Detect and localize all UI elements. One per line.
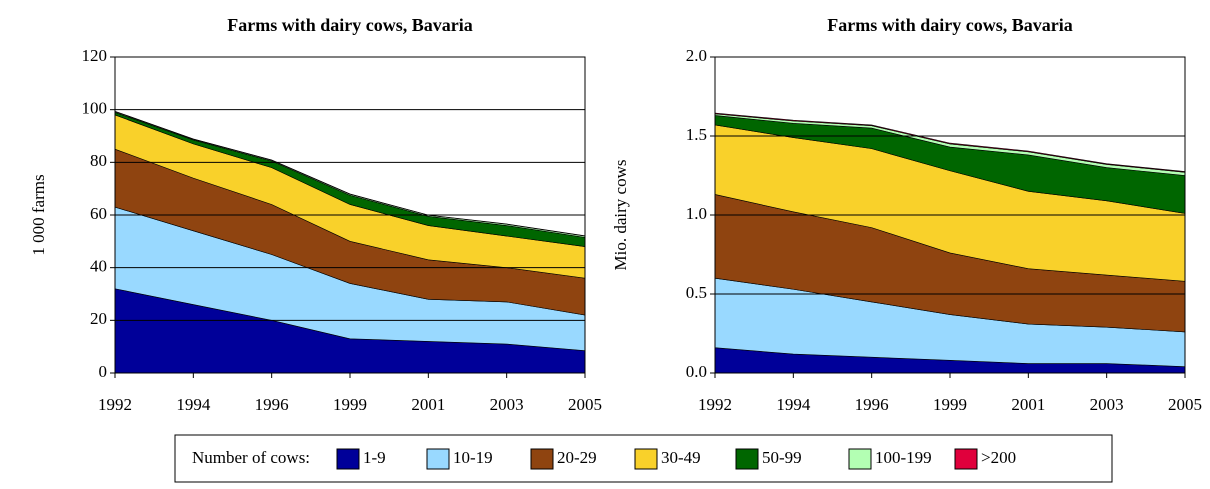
y-axis-label: Mio. dairy cows xyxy=(611,160,630,271)
y-tick-label: 120 xyxy=(82,46,108,65)
x-tick-label: 2005 xyxy=(568,395,602,414)
y-tick-label: 2.0 xyxy=(686,46,707,65)
x-tick-label: 1996 xyxy=(855,395,889,414)
x-tick-label: 1999 xyxy=(333,395,367,414)
legend-label: 50-99 xyxy=(762,448,802,467)
x-tick-label: 2001 xyxy=(411,395,445,414)
y-tick-label: 0.0 xyxy=(686,362,707,381)
x-tick-label: 1999 xyxy=(933,395,967,414)
x-tick-label: 1994 xyxy=(176,395,211,414)
legend-swatch xyxy=(426,448,450,470)
legend-swatch xyxy=(848,448,872,470)
x-tick-label: 2003 xyxy=(1090,395,1124,414)
legend-swatch xyxy=(735,448,759,470)
x-tick-label: 1992 xyxy=(698,395,732,414)
y-tick-label: 40 xyxy=(90,257,107,276)
legend-swatch xyxy=(336,448,360,470)
x-tick-label: 1992 xyxy=(98,395,132,414)
x-tick-label: 2005 xyxy=(1168,395,1202,414)
x-tick-label: 2001 xyxy=(1011,395,1045,414)
legend-label: >200 xyxy=(981,448,1016,467)
x-tick-label: 2003 xyxy=(490,395,524,414)
y-tick-label: 1.0 xyxy=(686,204,707,223)
y-tick-label: 100 xyxy=(82,99,108,118)
y-tick-label: 20 xyxy=(90,309,107,328)
x-tick-label: 1996 xyxy=(255,395,289,414)
legend-swatch xyxy=(634,448,658,470)
chart-title: Farms with dairy cows, Bavaria xyxy=(827,15,1072,35)
legend-label: 10-19 xyxy=(453,448,493,467)
y-tick-label: 60 xyxy=(90,204,107,223)
legend-title: Number of cows: xyxy=(192,448,310,467)
y-tick-label: 1.5 xyxy=(686,125,707,144)
legend-label: 30-49 xyxy=(661,448,701,467)
y-tick-label: 80 xyxy=(90,151,107,170)
legend-label: 100-199 xyxy=(875,448,932,467)
chart-title: Farms with dairy cows, Bavaria xyxy=(227,15,472,35)
legend-swatch xyxy=(954,448,978,470)
y-tick-label: 0.5 xyxy=(686,283,707,302)
x-tick-label: 1994 xyxy=(776,395,811,414)
legend-label: 20-29 xyxy=(557,448,597,467)
y-tick-label: 0 xyxy=(99,362,108,381)
legend-label: 1-9 xyxy=(363,448,386,467)
legend-swatch xyxy=(530,448,554,470)
y-axis-label: 1 000 farms xyxy=(29,174,48,255)
